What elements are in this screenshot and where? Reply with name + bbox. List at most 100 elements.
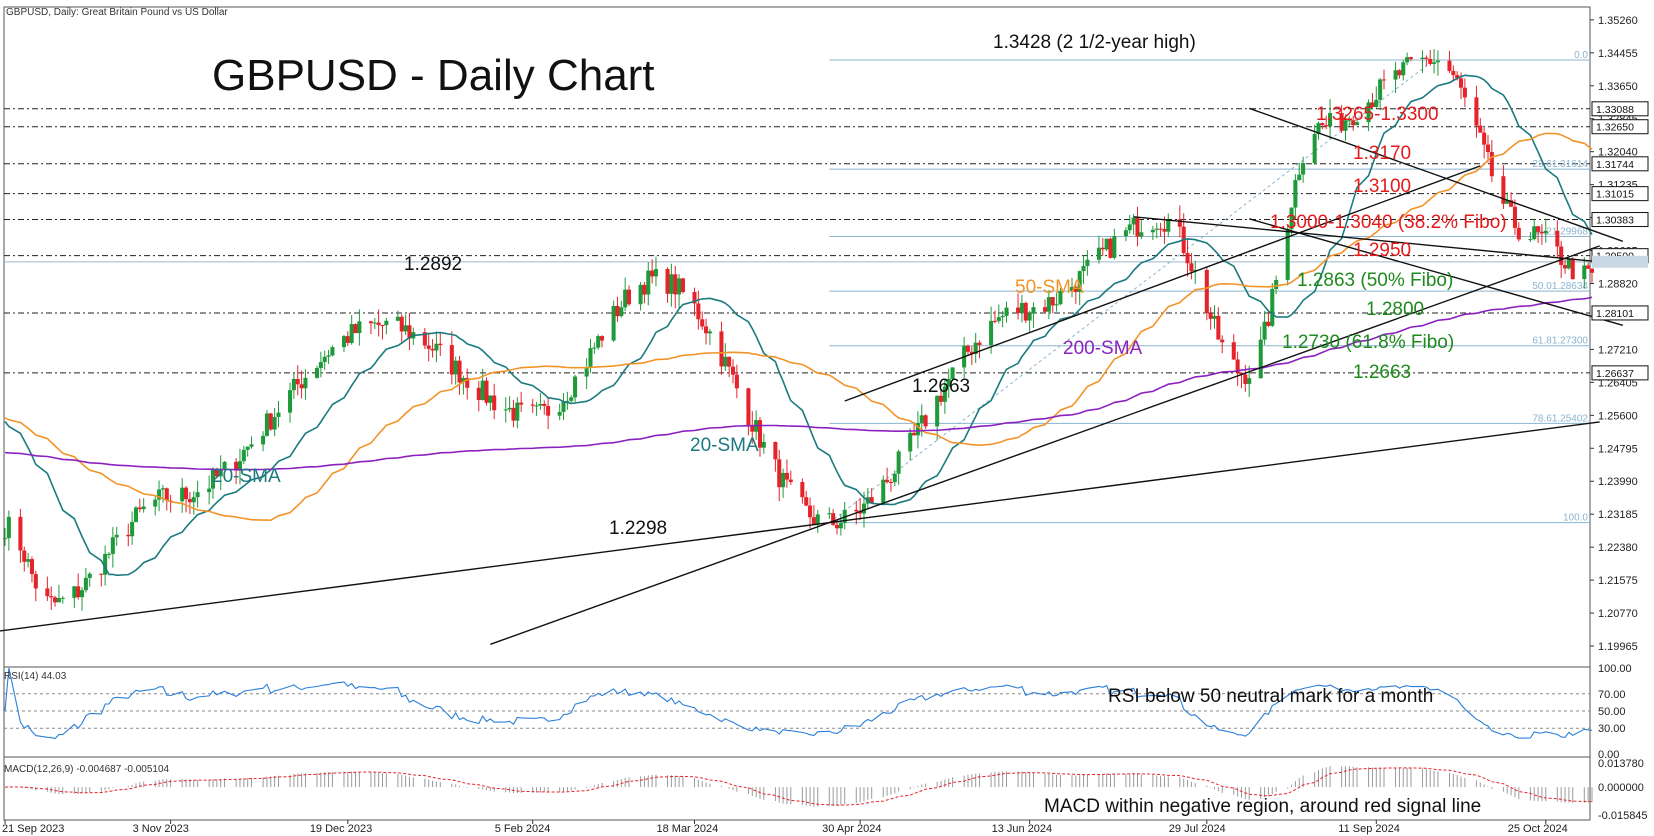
candle [1274, 275, 1279, 295]
candle [1162, 216, 1167, 244]
candle [272, 407, 277, 437]
y-tick-label: 1.24795 [1598, 443, 1638, 455]
candle [6, 510, 11, 551]
macd-annotation: MACD within negative region, around red … [1044, 796, 1481, 817]
candle [519, 391, 524, 412]
candle-body [1096, 247, 1101, 260]
candle [1043, 299, 1048, 314]
candle-body [1482, 132, 1487, 145]
candle [326, 349, 331, 364]
candle-body [380, 325, 385, 327]
candle [249, 436, 254, 449]
candle-body [1516, 227, 1521, 240]
candle [207, 475, 212, 505]
candle-body [1258, 339, 1263, 379]
candle-body [218, 468, 223, 477]
candle [1485, 135, 1491, 163]
candle-body [449, 345, 454, 375]
candle-body [1378, 79, 1383, 100]
candle [1204, 267, 1209, 321]
candle-body [141, 506, 146, 510]
candle-body [542, 404, 547, 406]
candle-body [942, 386, 947, 402]
candle [1154, 222, 1159, 239]
candle-body [426, 345, 431, 349]
candle [72, 586, 77, 608]
fib-label-5: 78.61.25402 [1532, 413, 1588, 424]
candle [110, 527, 115, 568]
candle-body [530, 404, 535, 406]
candle-body [1081, 265, 1086, 272]
candle-body [1123, 230, 1128, 237]
candle-body [781, 472, 786, 488]
candle [1370, 93, 1375, 108]
candle [1081, 255, 1086, 284]
x-tick-label: 18 Mar 2024 [656, 823, 718, 835]
candle [372, 317, 377, 329]
candle [1023, 301, 1028, 323]
rsi-line [4, 667, 1593, 740]
candle [399, 314, 404, 343]
candle [1528, 231, 1533, 243]
candle [831, 509, 836, 526]
candle-body [241, 449, 246, 462]
candle-body [1393, 70, 1398, 80]
candle-body [1077, 271, 1082, 292]
candle [515, 397, 520, 429]
level-1-3100: 1.3100 [1353, 176, 1411, 197]
candle-body [800, 482, 805, 498]
candle [811, 505, 816, 526]
candle-body [650, 270, 655, 277]
candle-body [519, 402, 524, 405]
candle [1381, 69, 1387, 90]
candle [773, 441, 778, 472]
candle [565, 391, 570, 410]
candle [530, 399, 535, 413]
candle-body [584, 367, 589, 377]
candle-body [923, 415, 928, 427]
candle-body [1285, 228, 1290, 280]
candle [946, 368, 951, 398]
candle [1216, 307, 1221, 340]
candle [626, 285, 632, 306]
candle [83, 567, 88, 593]
candle [1231, 334, 1236, 360]
candle [1505, 192, 1510, 204]
y-tick-label: 1.25600 [1598, 410, 1638, 422]
y-tick-label: 1.34455 [1598, 48, 1638, 60]
candle [942, 379, 947, 414]
price-box [1591, 101, 1649, 117]
candle-body [1563, 265, 1568, 269]
candle [992, 310, 997, 324]
candle-body [130, 521, 135, 537]
price-box-label: 1.26637 [1596, 368, 1634, 380]
candle-body [704, 326, 709, 334]
candle-body [623, 289, 628, 308]
candle-body [1243, 374, 1248, 384]
candle [1127, 215, 1132, 234]
x-tick-label: 13 Jun 2024 [992, 823, 1053, 835]
candle-body [1058, 291, 1063, 305]
candle-body [249, 444, 254, 447]
candle [869, 488, 874, 504]
candle-body [60, 597, 65, 599]
annotation-1-2663: 1.2663 [912, 376, 970, 397]
candle [888, 478, 893, 492]
candle [1139, 219, 1144, 240]
candle [1166, 213, 1171, 237]
candle [1131, 214, 1136, 235]
candle [1428, 49, 1433, 66]
candle-body [1166, 219, 1171, 232]
macd-label: MACD(12,26,9) -0.004687 -0.005104 [4, 764, 170, 775]
candle-body [815, 514, 820, 525]
x-tick-label: 3 Nov 2023 [133, 823, 189, 835]
candle-body [314, 368, 320, 378]
candle [842, 502, 847, 530]
candle [650, 259, 655, 284]
candle [1123, 227, 1128, 242]
candle [646, 262, 651, 306]
candle-body [557, 411, 562, 416]
candle [268, 412, 273, 431]
candle [704, 318, 709, 345]
candle-body [804, 497, 809, 506]
